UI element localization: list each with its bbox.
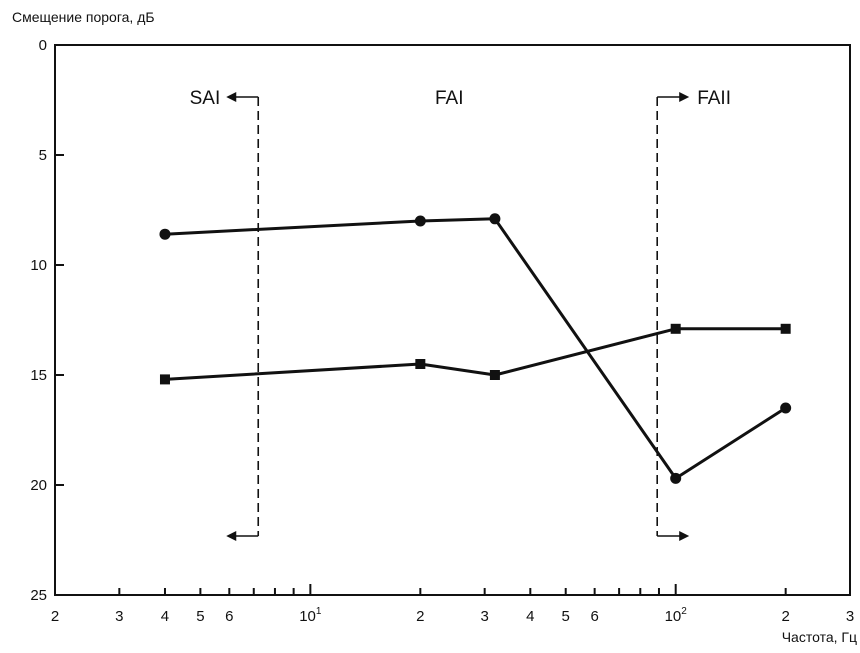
x-tick-label: 6 — [590, 608, 598, 625]
series-layer — [159, 213, 792, 484]
plot-border — [54, 44, 851, 596]
y-tick-label: 0 — [39, 37, 47, 54]
plot-frame-layer — [54, 44, 851, 596]
x-tick-label: 2 — [781, 608, 789, 625]
data-point-square — [415, 359, 426, 369]
data-point-square — [159, 374, 170, 385]
data-point-circle — [159, 228, 171, 240]
x-tick-label: 4 — [161, 608, 169, 625]
x-tick-label: 2 — [51, 608, 59, 625]
region-arrow-head — [679, 531, 690, 541]
region-label: SAI — [190, 88, 221, 109]
x-tick-label: 5 — [562, 608, 570, 625]
region-arrow-head — [226, 92, 237, 102]
x-tick-label: 3 — [115, 608, 123, 625]
x-tick-exponent: 2 — [681, 606, 687, 617]
region-arrow-head — [226, 531, 237, 541]
y-axis-label: Смещение порога, дБ — [12, 9, 155, 25]
data-point-circle — [670, 472, 682, 484]
data-point-circle — [414, 215, 426, 227]
y-tick-label: 25 — [30, 587, 47, 604]
data-point-square — [670, 323, 681, 334]
x-tick-label: 3 — [846, 608, 854, 625]
x-tick-label: 102 — [665, 606, 688, 625]
data-point-square — [780, 323, 791, 334]
data-point-circle — [780, 402, 792, 414]
data-point-square — [489, 370, 500, 380]
region-label: FAII — [697, 88, 731, 109]
x-tick-label: 6 — [225, 608, 233, 625]
y-tick-label: 15 — [30, 367, 47, 384]
data-point-circle — [489, 213, 501, 225]
x-tick-label: 5 — [196, 608, 204, 625]
y-tick-label: 5 — [39, 147, 47, 164]
region-arrow-head — [679, 92, 690, 102]
x-tick-label: 2 — [416, 608, 424, 625]
region-label: FAI — [435, 88, 464, 109]
x-tick-exponent: 1 — [316, 606, 322, 617]
x-tick-label: 3 — [480, 608, 488, 625]
x-axis-label: Частота, Гц — [782, 629, 857, 645]
x-tick-label: 4 — [526, 608, 534, 625]
x-tick-label: 101 — [299, 606, 322, 625]
annotations-layer: SAI FAI FAII — [190, 88, 731, 541]
y-tick-label: 20 — [30, 477, 47, 494]
y-tick-label: 10 — [30, 257, 47, 274]
